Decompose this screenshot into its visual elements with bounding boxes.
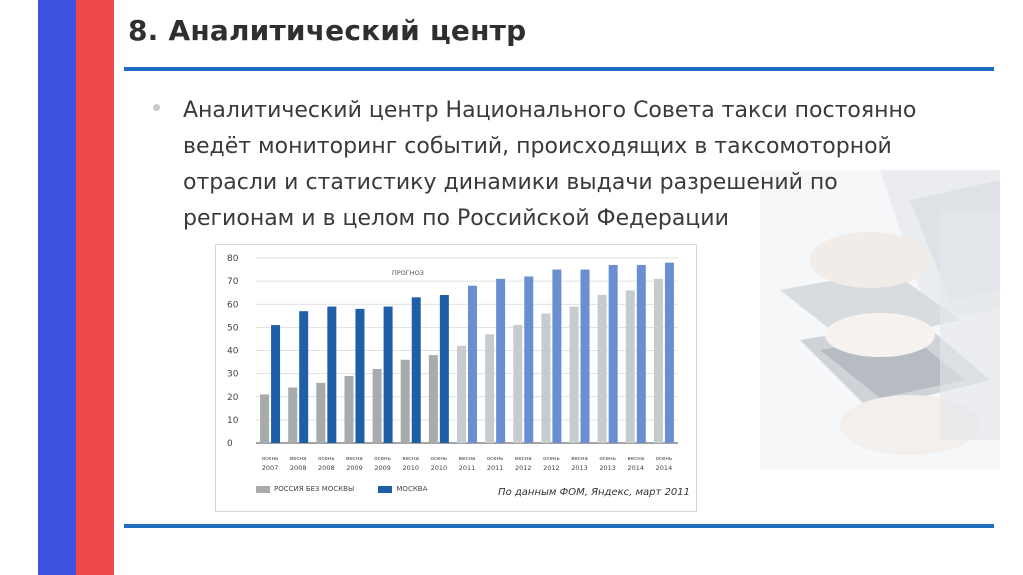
chart-legend: РОССИЯ БЕЗ МОСКВЫ МОСКВА — [256, 485, 449, 493]
x-tick-season: весна — [346, 456, 363, 462]
y-tick-label: 40 — [227, 347, 239, 357]
x-tick-season: осень — [487, 456, 504, 462]
body-paragraph: Аналитический центр Национального Совета… — [183, 93, 983, 237]
chart-source-note: По данным ФОМ, Яндекс, март 2011 — [498, 487, 690, 498]
bar-russia-without-moscow — [625, 290, 635, 443]
legend-label: МОСКВА — [396, 485, 428, 493]
bar-moscow — [439, 295, 449, 443]
legend-label: РОССИЯ БЕЗ МОСКВЫ — [274, 485, 355, 493]
y-tick-label: 80 — [227, 254, 239, 264]
chart-canvas: 0 10 20 30 40 50 60 70 80 осень 2007 весна 2008 осень… — [227, 254, 678, 472]
bar-russia-without-moscow — [569, 306, 579, 443]
x-tick-season: весна — [515, 456, 532, 462]
y-tick-label: 10 — [227, 416, 239, 426]
left-blue-stripe — [38, 0, 76, 575]
x-tick-season: осень — [318, 456, 335, 462]
x-tick-year: 2011 — [487, 464, 504, 472]
x-tick-season: осень — [543, 456, 560, 462]
bar-russia-without-moscow — [653, 278, 663, 443]
bar-moscow — [411, 297, 421, 443]
x-tick-year: 2009 — [374, 464, 391, 472]
x-tick-season: весна — [290, 456, 307, 462]
bottom-divider — [124, 524, 994, 528]
paragraph-line: регионам и в целом по Российской Федерац… — [183, 206, 729, 231]
bar-russia-without-moscow — [316, 382, 326, 443]
x-tick-year: 2008 — [290, 464, 307, 472]
bar-moscow — [580, 269, 590, 443]
y-tick-label: 50 — [227, 323, 239, 333]
x-tick-season: весна — [627, 456, 644, 462]
bar-moscow — [664, 262, 674, 443]
x-tick-year: 2013 — [599, 464, 616, 472]
bullet-point — [153, 104, 160, 111]
x-tick-year: 2012 — [515, 464, 532, 472]
bar-moscow — [355, 308, 365, 443]
x-tick-season: весна — [459, 456, 476, 462]
bar-russia-without-moscow — [485, 334, 495, 443]
legend-item-russia: РОССИЯ БЕЗ МОСКВЫ — [256, 485, 354, 493]
x-tick-year: 2008 — [318, 464, 335, 472]
x-tick-season: осень — [656, 456, 673, 462]
bar-russia-without-moscow — [513, 325, 523, 443]
x-tick-season: осень — [599, 456, 616, 462]
bar-moscow — [608, 264, 618, 443]
bar-moscow — [468, 285, 477, 443]
permits-bar-chart: 0 10 20 30 40 50 60 70 80 осень 2007 весна 2008 осень… — [215, 244, 697, 512]
paragraph-line: Аналитический центр Национального Совета… — [183, 98, 917, 123]
paragraph-line: ведёт мониторинг событий, происходящих в… — [183, 134, 892, 159]
background-photo — [760, 170, 1000, 470]
y-tick-label: 70 — [227, 277, 239, 287]
bar-russia-without-moscow — [541, 313, 551, 443]
y-tick-label: 0 — [227, 439, 233, 449]
x-tick-season: весна — [402, 456, 419, 462]
bar-russia-without-moscow — [260, 394, 270, 443]
bar-moscow — [271, 325, 281, 443]
bar-russia-without-moscow — [597, 295, 607, 443]
forecast-label: ПРОГНОЗ — [392, 269, 424, 277]
x-tick-season: весна — [571, 456, 588, 462]
bar-moscow — [496, 278, 506, 443]
x-tick-year: 2010 — [402, 464, 419, 472]
bar-russia-without-moscow — [457, 345, 466, 443]
x-tick-season: осень — [431, 456, 448, 462]
title-divider — [124, 67, 994, 71]
y-tick-label: 20 — [227, 393, 239, 403]
bar-moscow — [327, 306, 337, 443]
x-tick-season: осень — [374, 456, 391, 462]
left-red-stripe — [76, 0, 114, 575]
x-tick-year: 2012 — [543, 464, 560, 472]
bar-russia-without-moscow — [428, 355, 438, 443]
bar-russia-without-moscow — [372, 369, 382, 443]
slide-title: 8. Аналитический центр — [128, 14, 527, 47]
y-tick-label: 60 — [227, 300, 239, 310]
x-tick-year: 2007 — [262, 464, 279, 472]
x-tick-year: 2013 — [571, 464, 588, 472]
bar-moscow — [552, 269, 562, 443]
bar-russia-without-moscow — [288, 387, 298, 443]
bar-russia-without-moscow — [400, 359, 410, 443]
x-tick-year: 2014 — [628, 464, 645, 472]
paragraph-line: отрасли и статистику динамики выдачи раз… — [183, 170, 838, 195]
y-tick-label: 30 — [227, 370, 239, 380]
bar-moscow — [636, 264, 646, 443]
bar-moscow — [524, 276, 534, 443]
x-tick-year: 2010 — [431, 464, 448, 472]
bar-moscow — [299, 311, 309, 443]
bar-moscow — [383, 306, 393, 443]
x-tick-year: 2009 — [346, 464, 363, 472]
x-tick-season: осень — [262, 456, 279, 462]
bar-russia-without-moscow — [344, 375, 354, 443]
x-tick-year: 2014 — [656, 464, 673, 472]
x-tick-year: 2011 — [459, 464, 476, 472]
legend-swatch-blue — [378, 485, 393, 493]
legend-swatch-gray — [256, 485, 270, 493]
legend-item-moscow: МОСКВА — [378, 485, 427, 493]
